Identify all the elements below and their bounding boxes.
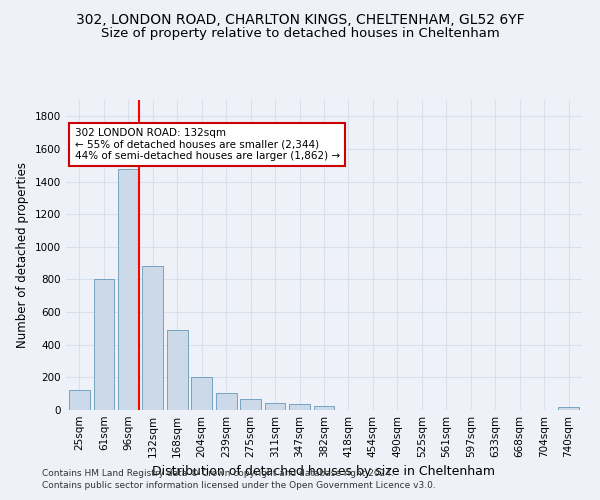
Bar	[191, 376, 212, 410]
Text: Contains HM Land Registry data © Crown copyright and database right 2024.: Contains HM Land Registry data © Crown c…	[42, 468, 394, 477]
X-axis label: Distribution of detached houses by size in Cheltenham: Distribution of detached houses by size …	[152, 466, 496, 478]
Bar	[118, 168, 139, 410]
Text: Size of property relative to detached houses in Cheltenham: Size of property relative to detached ho…	[101, 28, 499, 40]
Bar	[265, 404, 286, 410]
Text: 302 LONDON ROAD: 132sqm
← 55% of detached houses are smaller (2,344)
44% of semi: 302 LONDON ROAD: 132sqm ← 55% of detache…	[74, 128, 340, 161]
Bar	[216, 393, 236, 410]
Bar	[314, 406, 334, 410]
Bar	[289, 404, 310, 410]
Y-axis label: Number of detached properties: Number of detached properties	[16, 162, 29, 348]
Bar	[558, 407, 579, 410]
Bar	[69, 390, 90, 410]
Text: 302, LONDON ROAD, CHARLTON KINGS, CHELTENHAM, GL52 6YF: 302, LONDON ROAD, CHARLTON KINGS, CHELTE…	[76, 12, 524, 26]
Bar	[142, 266, 163, 410]
Bar	[240, 400, 261, 410]
Text: Contains public sector information licensed under the Open Government Licence v3: Contains public sector information licen…	[42, 481, 436, 490]
Bar	[167, 330, 188, 410]
Bar	[94, 280, 114, 410]
